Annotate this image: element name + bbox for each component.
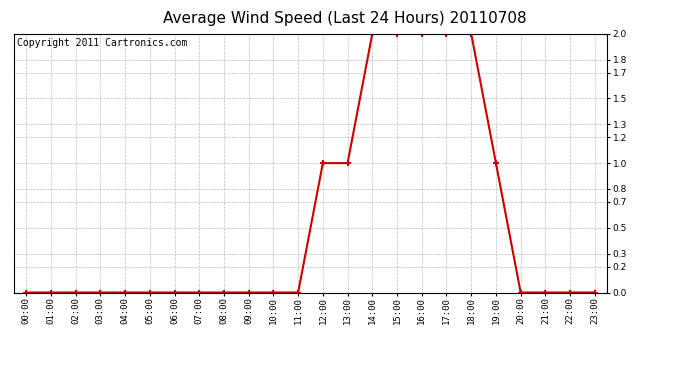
Text: Average Wind Speed (Last 24 Hours) 20110708: Average Wind Speed (Last 24 Hours) 20110… — [164, 11, 526, 26]
Text: Copyright 2011 Cartronics.com: Copyright 2011 Cartronics.com — [17, 38, 187, 48]
